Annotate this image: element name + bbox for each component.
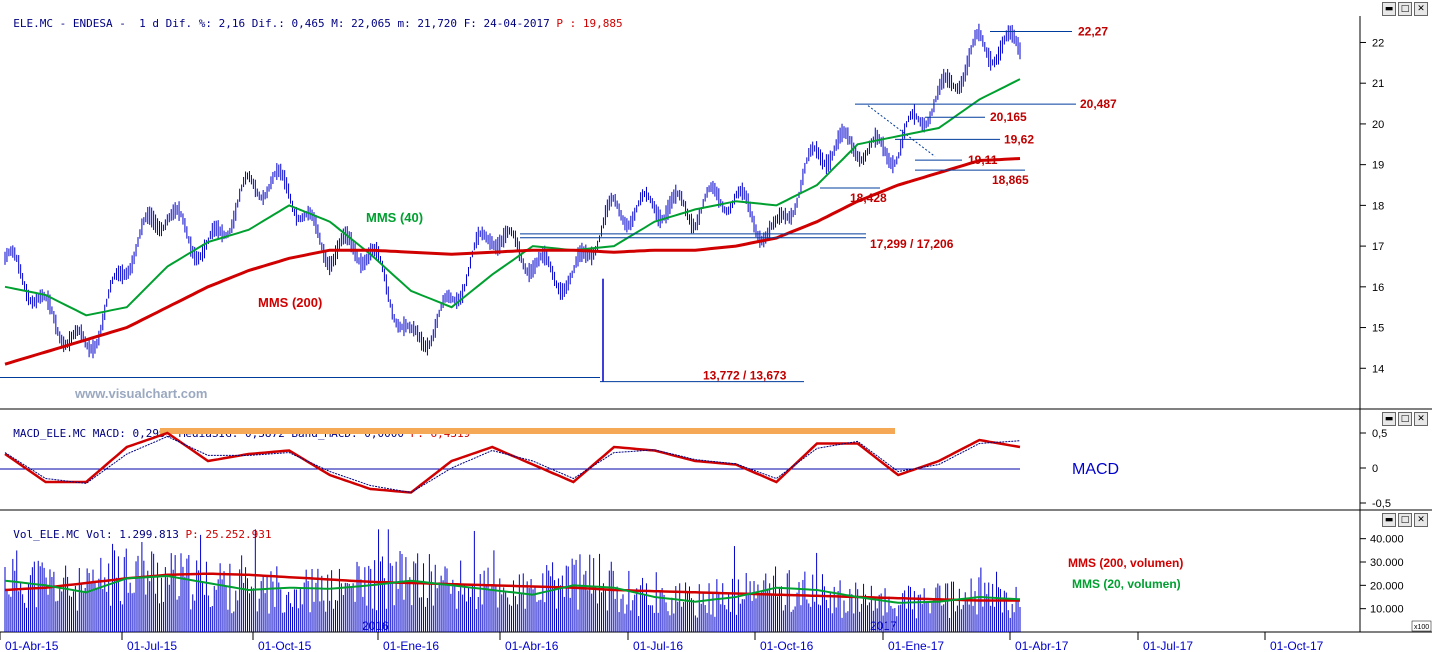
p-label: P : 19,885 [556, 17, 623, 30]
x-tick-label: 01-Oct-15 [258, 639, 312, 652]
ma200-label: MMS (200) [258, 295, 322, 310]
volume-bars [4, 529, 1021, 632]
macd-panel-header: MACD_ELE.MC MACD: 0,2993 MediaSIG: 0,387… [0, 410, 1360, 440]
price-lines [4, 78, 1021, 366]
vol-tick-label: 30.000 [1370, 557, 1404, 569]
volume-panel-header: Vol_ELE.MC Vol: 1.299.813 P: 25.252.931 [0, 511, 1360, 541]
close-button[interactable]: ✕ [1414, 2, 1428, 16]
price-tick-label: 21 [1372, 78, 1384, 90]
level-label: 20,165 [990, 110, 1027, 124]
macd-minimize-button[interactable]: ▬ [1382, 412, 1396, 426]
signal-line [4, 435, 1021, 494]
macd-tick-label: -0,5 [1372, 498, 1391, 510]
x-tick-label: 01-Oct-16 [760, 639, 814, 652]
vol-ma20-legend: MMS (20, volumen) [1072, 577, 1181, 591]
price-tick-label: 22 [1372, 37, 1384, 49]
price-tick-label: 16 [1372, 282, 1384, 294]
ma40-line [4, 78, 1021, 317]
level-label: 17,299 / 17,206 [870, 237, 954, 251]
x-tick-label: 01-Ene-16 [383, 639, 439, 652]
price-y-ticks: 22 21 20 19 18 17 16 15 14 [1360, 37, 1384, 375]
ma200-line [4, 157, 1021, 366]
macd-line [4, 431, 1021, 494]
max-label: M: 22,065 [331, 17, 391, 30]
dif-pct-label: Dif. %: 2,16 [165, 17, 246, 30]
level-label: 19,11 [968, 153, 998, 167]
maximize-button[interactable]: □ [1398, 2, 1412, 16]
x-tick-label: 01-Abr-16 [505, 639, 559, 652]
x-tick-label: 01-Oct-17 [1270, 639, 1324, 652]
macd-maximize-button[interactable]: □ [1398, 412, 1412, 426]
x-axis: 01-Abr-15 01-Jul-15 01-Oct-15 01-Ene-16 01-A… [0, 632, 1324, 652]
vol-tick-label: 20.000 [1370, 580, 1404, 592]
volume-y-ticks: 40.000 30.000 20.000 10.000 [1360, 534, 1404, 616]
watermark: www.visualchart.com [74, 386, 207, 401]
price-panel-header: ELE.MC - ENDESA - 1 d Dif. %: 2,16 Dif.:… [0, 0, 1360, 30]
support-resistance-levels: 22,27 20,487 20,165 19,62 19,11 18,865 18,428 1… [0, 24, 1117, 383]
ma40-label: MMS (40) [366, 210, 423, 225]
macd-window-buttons: ▬ □ ✕ [1382, 412, 1428, 426]
price-tick-label: 17 [1372, 241, 1384, 253]
symbol-label: ELE.MC [13, 17, 53, 30]
volume-minimize-button[interactable]: ▬ [1382, 513, 1396, 527]
scale-box [1411, 620, 1432, 632]
x-tick-label: 01-Jul-17 [1143, 639, 1193, 652]
volume-window-buttons: ▬ □ ✕ [1382, 513, 1428, 527]
min-label: m: 21,720 [397, 17, 458, 30]
x-tick-label: 01-Abr-15 [5, 639, 59, 652]
price-tick-label: 15 [1372, 323, 1384, 335]
macd-highlight-bar [160, 428, 895, 434]
year-mark-2017: 2017 [870, 619, 897, 633]
price-tick-label: 19 [1372, 160, 1384, 172]
vol-ma20-line [4, 574, 1021, 604]
vol-tick-label: 40.000 [1370, 534, 1404, 546]
macd-tick-label: 0 [1372, 463, 1378, 475]
x-tick-label: 01-Jul-16 [633, 639, 683, 652]
price-tick-label: 18 [1372, 200, 1384, 212]
period-label: 1 d [139, 17, 159, 30]
macd-tick-label: 0,5 [1372, 428, 1387, 440]
volume-header-text: Vol_ELE.MC Vol: 1.299.813 [13, 528, 179, 541]
price-tick-label: 14 [1372, 363, 1384, 375]
x-tick-label: 01-Abr-17 [1015, 639, 1069, 652]
volume-maximize-button[interactable]: □ [1398, 513, 1412, 527]
level-label: 20,487 [1080, 97, 1117, 111]
vol-ma200-legend: MMS (200, volumen) [1068, 556, 1183, 570]
price-window-buttons: ▬ □ ✕ [1382, 2, 1428, 16]
level-label: 22,27 [1078, 24, 1108, 38]
level-label: 19,62 [1004, 132, 1034, 146]
level-label: 13,772 / 13,673 [703, 369, 787, 383]
name-label: ENDESA [72, 17, 113, 30]
vol-tick-label: 10.000 [1370, 604, 1404, 616]
level-label: 18,428 [850, 191, 887, 205]
x-tick-label: 01-Jul-15 [127, 639, 177, 652]
macd-title: MACD [1072, 461, 1119, 478]
volume-close-button[interactable]: ✕ [1414, 513, 1428, 527]
macd-lines [4, 431, 1021, 494]
price-tick-label: 20 [1372, 119, 1384, 131]
macd-y-ticks: 0,5 0 -0,5 [1360, 428, 1391, 510]
level-label: 18,865 [992, 173, 1029, 187]
scale-label: x100 [1414, 624, 1429, 631]
volume-lines [4, 572, 1021, 604]
macd-close-button[interactable]: ✕ [1414, 412, 1428, 426]
x-tick-label: 01-Ene-17 [888, 639, 944, 652]
minimize-button[interactable]: ▬ [1382, 2, 1396, 16]
year-mark-2016: 2016 [362, 619, 389, 633]
dif-label: Dif.: 0,465 [251, 17, 325, 30]
date-label: F: 24-04-2017 [463, 17, 550, 30]
